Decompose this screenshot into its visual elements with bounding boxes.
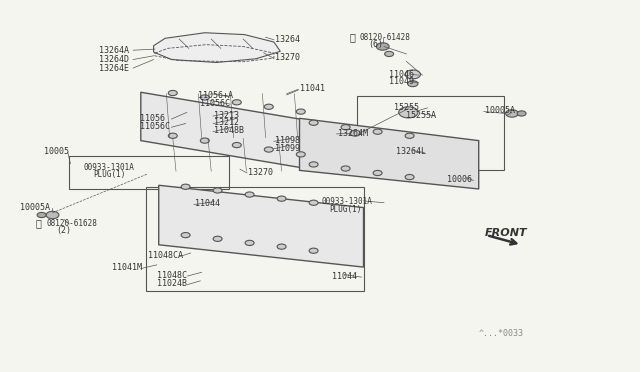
Text: 11056+A: 11056+A [198, 92, 234, 100]
Circle shape [405, 174, 414, 180]
Text: 11048C: 11048C [157, 271, 187, 280]
Text: 13264A: 13264A [99, 46, 129, 55]
Text: 11024B: 11024B [157, 279, 187, 288]
Text: 00933-1301A: 00933-1301A [321, 198, 372, 206]
Circle shape [373, 129, 382, 134]
Circle shape [245, 192, 254, 197]
Circle shape [341, 125, 350, 130]
Text: 13264L: 13264L [396, 147, 426, 156]
Text: 11098: 11098 [275, 136, 300, 145]
Text: PLUG(1): PLUG(1) [330, 205, 362, 214]
Circle shape [200, 95, 209, 100]
Text: 13264E: 13264E [99, 64, 129, 73]
Text: 11041M: 11041M [112, 263, 142, 272]
Circle shape [46, 211, 59, 219]
Text: 08120-61428: 08120-61428 [360, 33, 410, 42]
Circle shape [405, 133, 414, 138]
Circle shape [399, 107, 418, 118]
Text: ^...*0033: ^...*0033 [479, 329, 524, 338]
Text: 13213: 13213 [214, 111, 239, 120]
Text: 11099: 11099 [275, 144, 300, 153]
Circle shape [309, 162, 318, 167]
Text: 13264M: 13264M [338, 129, 368, 138]
Circle shape [213, 236, 222, 241]
Text: 10005A: 10005A [485, 106, 515, 115]
Text: 10005: 10005 [44, 147, 68, 156]
Text: 10006: 10006 [447, 175, 472, 184]
Circle shape [309, 200, 318, 205]
Text: 11046: 11046 [389, 70, 414, 79]
Text: 11056C: 11056C [140, 122, 170, 131]
Circle shape [408, 81, 418, 87]
Circle shape [181, 184, 190, 189]
Circle shape [373, 170, 382, 176]
Circle shape [264, 104, 273, 109]
Circle shape [506, 110, 518, 117]
Text: (2): (2) [56, 226, 71, 235]
Text: Ⓑ: Ⓑ [349, 32, 355, 42]
Circle shape [405, 70, 420, 79]
Polygon shape [154, 33, 280, 62]
Text: 11056: 11056 [140, 114, 164, 123]
Circle shape [296, 109, 305, 114]
Text: 00933-1301A: 00933-1301A [83, 163, 134, 172]
Text: 15255A: 15255A [406, 111, 436, 120]
Circle shape [341, 166, 350, 171]
Circle shape [181, 232, 190, 238]
Text: 11048B: 11048B [214, 126, 244, 135]
Circle shape [350, 130, 360, 136]
Text: 13264: 13264 [275, 35, 300, 44]
Circle shape [232, 142, 241, 148]
Circle shape [168, 90, 177, 96]
Text: 11044: 11044 [332, 272, 356, 281]
Text: 11041: 11041 [300, 84, 324, 93]
Circle shape [517, 111, 526, 116]
Circle shape [376, 43, 389, 50]
Text: 10005A: 10005A [20, 203, 51, 212]
Text: FRONT: FRONT [485, 228, 528, 237]
Text: 08120-61628: 08120-61628 [46, 219, 97, 228]
Text: 15255: 15255 [394, 103, 419, 112]
Text: PLUG(1): PLUG(1) [93, 170, 125, 179]
Polygon shape [300, 118, 479, 189]
Circle shape [232, 100, 241, 105]
Text: 11044: 11044 [195, 199, 220, 208]
Circle shape [200, 138, 209, 143]
Circle shape [168, 133, 177, 138]
Circle shape [309, 120, 318, 125]
Text: 11056C: 11056C [200, 99, 230, 108]
Text: 11048CA: 11048CA [148, 251, 184, 260]
Text: 11049: 11049 [389, 77, 414, 86]
Circle shape [264, 147, 273, 152]
Circle shape [309, 248, 318, 253]
Circle shape [245, 240, 254, 246]
Circle shape [277, 244, 286, 249]
Text: 13264D: 13264D [99, 55, 129, 64]
Text: (6): (6) [368, 40, 383, 49]
Text: 13270: 13270 [248, 168, 273, 177]
Circle shape [37, 212, 46, 218]
Circle shape [277, 196, 286, 201]
Circle shape [385, 51, 394, 57]
Text: 13212: 13212 [214, 118, 239, 127]
Text: 13270: 13270 [275, 53, 300, 62]
Polygon shape [141, 92, 339, 174]
Circle shape [296, 152, 305, 157]
Text: Ⓑ: Ⓑ [35, 218, 42, 228]
Circle shape [213, 188, 222, 193]
Polygon shape [159, 185, 364, 267]
